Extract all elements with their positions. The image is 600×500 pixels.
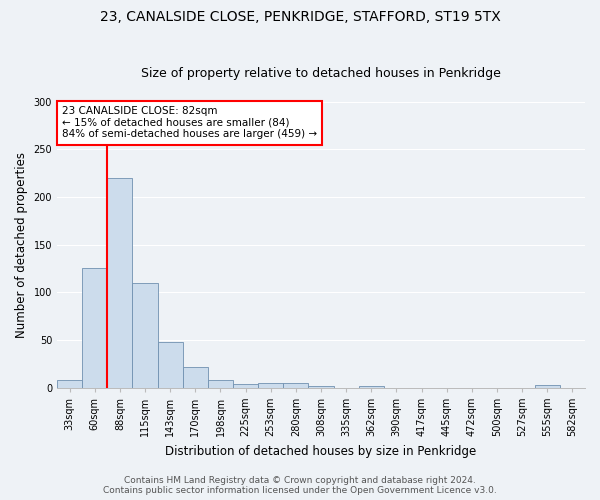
Y-axis label: Number of detached properties: Number of detached properties (15, 152, 28, 338)
Text: 23 CANALSIDE CLOSE: 82sqm
← 15% of detached houses are smaller (84)
84% of semi-: 23 CANALSIDE CLOSE: 82sqm ← 15% of detac… (62, 106, 317, 140)
Bar (208, 380, 233, 388)
Text: Contains HM Land Registry data © Crown copyright and database right 2024.
Contai: Contains HM Land Registry data © Crown c… (103, 476, 497, 495)
Title: Size of property relative to detached houses in Penkridge: Size of property relative to detached ho… (141, 66, 501, 80)
Bar (258, 383, 283, 388)
Bar (57, 380, 82, 388)
Bar (107, 178, 133, 388)
Text: 23, CANALSIDE CLOSE, PENKRIDGE, STAFFORD, ST19 5TX: 23, CANALSIDE CLOSE, PENKRIDGE, STAFFORD… (100, 10, 500, 24)
Bar (133, 282, 158, 388)
X-axis label: Distribution of detached houses by size in Penkridge: Distribution of detached houses by size … (166, 444, 476, 458)
Bar (535, 385, 560, 388)
Bar (183, 366, 208, 388)
Bar (283, 383, 308, 388)
Bar (308, 386, 334, 388)
Bar (82, 268, 107, 388)
Bar (233, 384, 258, 388)
Bar (359, 386, 384, 388)
Bar (158, 342, 183, 388)
